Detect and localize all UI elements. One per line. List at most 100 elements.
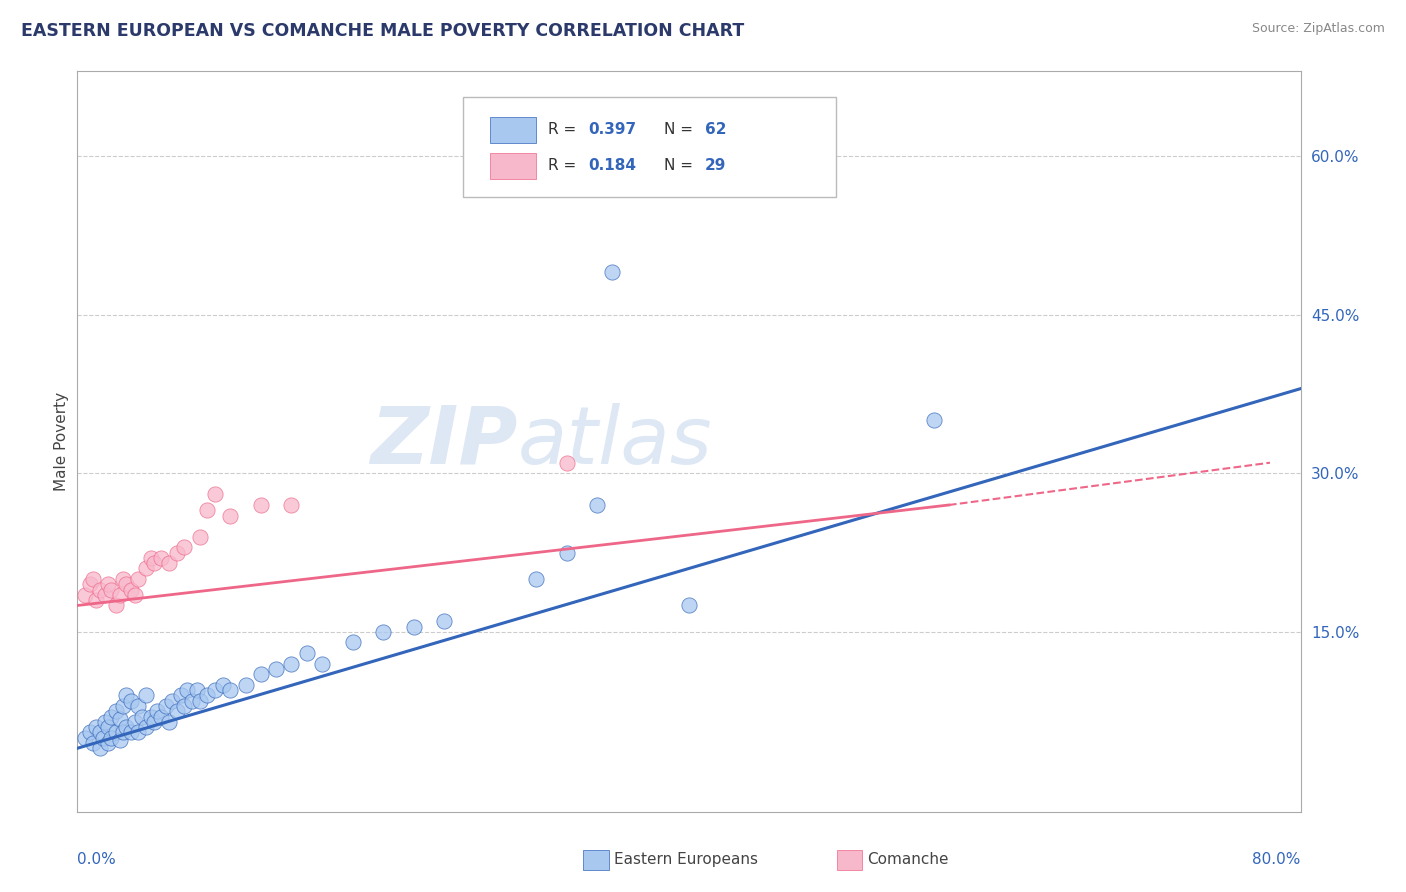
Point [173,698,195,713]
Point [104,725,127,739]
Point [128,572,150,586]
Point [678,599,700,613]
Point [922,413,945,427]
Point [94,588,117,602]
Point [112,725,135,739]
Point [120,725,142,739]
Point [100,709,122,723]
Point [112,572,135,586]
Text: 80.0%: 80.0% [1253,852,1301,867]
Point [79,725,101,739]
Text: Eastern Europeans: Eastern Europeans [614,853,758,867]
Point [342,635,364,649]
Point [89,741,111,756]
Point [84,593,107,607]
Point [170,689,193,703]
Point [173,541,195,555]
Point [176,683,198,698]
Point [188,694,211,708]
FancyBboxPatch shape [489,117,536,144]
Point [311,657,333,671]
Point [120,582,142,597]
Point [124,714,146,729]
Text: 0.397: 0.397 [589,122,637,137]
Text: N =: N = [665,158,699,173]
Point [235,678,257,692]
Y-axis label: Male Poverty: Male Poverty [53,392,69,491]
Point [219,683,242,698]
Point [135,561,157,575]
Point [100,582,122,597]
Text: 0.184: 0.184 [589,158,637,173]
Point [82,736,104,750]
Text: 0.0%: 0.0% [77,852,117,867]
Point [264,662,287,676]
Point [104,704,127,718]
Point [280,657,302,671]
Point [146,704,169,718]
Point [142,714,165,729]
Point [195,503,218,517]
Point [204,683,226,698]
Text: R =: R = [548,122,582,137]
Point [181,694,204,708]
Point [104,599,127,613]
Point [73,588,96,602]
Point [157,714,180,729]
Point [250,667,273,681]
Point [524,572,547,586]
Point [139,550,162,565]
Point [135,689,157,703]
Point [89,725,111,739]
Point [150,709,173,723]
Point [128,698,150,713]
Point [186,683,208,698]
Point [250,498,273,512]
Text: 62: 62 [704,122,727,137]
Point [108,732,131,747]
Point [157,556,180,570]
Point [100,731,122,745]
Point [112,698,135,713]
Point [142,556,165,570]
Point [135,720,157,734]
Point [586,498,609,512]
Text: 29: 29 [704,158,727,173]
Point [211,678,233,692]
Point [120,694,142,708]
Point [280,498,302,512]
Point [94,714,117,729]
Text: N =: N = [665,122,699,137]
Point [82,572,104,586]
Point [555,456,578,470]
Point [128,725,150,739]
Point [79,577,101,591]
Point [219,508,242,523]
Point [433,615,456,629]
Point [131,709,153,723]
Point [124,588,146,602]
Point [89,582,111,597]
Point [84,720,107,734]
Point [204,487,226,501]
Point [97,720,120,734]
Point [108,588,131,602]
Point [155,698,177,713]
Point [115,720,138,734]
Point [160,694,183,708]
Point [108,712,131,726]
Point [602,265,624,279]
Point [73,731,96,745]
Text: Source: ZipAtlas.com: Source: ZipAtlas.com [1251,22,1385,36]
Point [115,689,138,703]
Point [166,704,188,718]
Point [150,550,173,565]
Point [195,689,218,703]
Point [371,624,394,639]
Text: atlas: atlas [517,402,713,481]
FancyBboxPatch shape [463,97,835,197]
Point [97,577,120,591]
Text: ZIP: ZIP [370,402,517,481]
Point [91,731,114,745]
Text: EASTERN EUROPEAN VS COMANCHE MALE POVERTY CORRELATION CHART: EASTERN EUROPEAN VS COMANCHE MALE POVERT… [21,22,744,40]
